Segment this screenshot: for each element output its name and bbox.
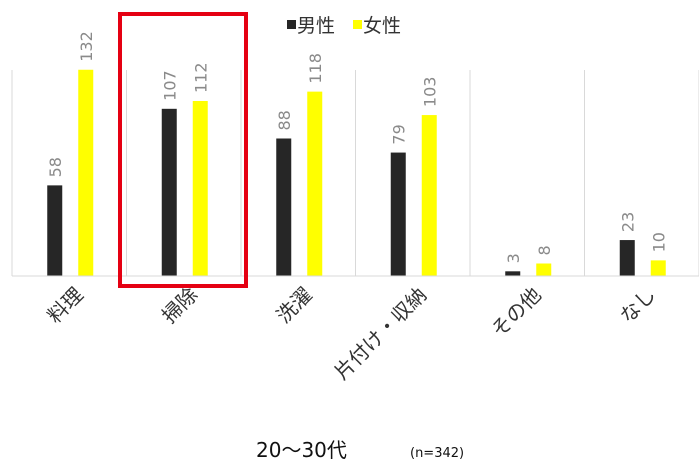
bar-male xyxy=(47,185,63,276)
bar-male xyxy=(161,108,177,276)
legend-label-female: 女性 xyxy=(363,15,401,37)
bar-male xyxy=(505,271,521,276)
bar-female xyxy=(650,260,666,276)
data-label: 79 xyxy=(389,124,408,144)
bar-male xyxy=(276,138,292,276)
bar-female xyxy=(192,101,208,276)
data-label: 10 xyxy=(649,232,668,252)
data-labels: 58 132 107 112 88 118 79 103 3 8 23 10 xyxy=(46,31,669,263)
data-label: 8 xyxy=(535,245,554,255)
x-tick-label: 掃除 xyxy=(157,283,202,328)
x-tick-label: 片付け・収納 xyxy=(329,283,431,385)
grid xyxy=(11,70,699,276)
bar-female xyxy=(536,263,552,276)
bar-female xyxy=(78,69,94,276)
bar-female xyxy=(421,115,437,276)
legend: 男性 女性 xyxy=(287,15,401,37)
data-label: 88 xyxy=(275,110,294,130)
x-axis-tick-labels: 料理 掃除 洗濯 片付け・収納 その他 なし xyxy=(43,283,661,385)
x-tick-label: 料理 xyxy=(43,283,88,328)
x-tick-label: なし xyxy=(615,283,660,328)
legend-swatch-female xyxy=(353,20,362,29)
data-label: 132 xyxy=(77,31,96,62)
bar-male xyxy=(619,240,635,276)
bar-male xyxy=(390,152,406,276)
bar-female xyxy=(307,91,323,276)
data-label: 112 xyxy=(191,62,210,93)
x-tick-label: その他 xyxy=(486,283,545,342)
highlight-box xyxy=(118,12,248,288)
bars xyxy=(47,69,666,276)
legend-swatch-male xyxy=(287,20,296,29)
data-label: 103 xyxy=(420,77,439,108)
data-label: 23 xyxy=(618,212,637,232)
footer-group-label: 20〜30代 xyxy=(256,438,347,462)
data-label: 3 xyxy=(504,253,523,263)
data-label: 58 xyxy=(46,157,65,177)
data-label: 107 xyxy=(160,70,179,101)
footer-sample-size: (n=342) xyxy=(410,446,464,461)
x-tick-label: 洗濯 xyxy=(272,283,317,328)
data-label: 118 xyxy=(306,53,325,84)
legend-label-male: 男性 xyxy=(297,15,335,37)
